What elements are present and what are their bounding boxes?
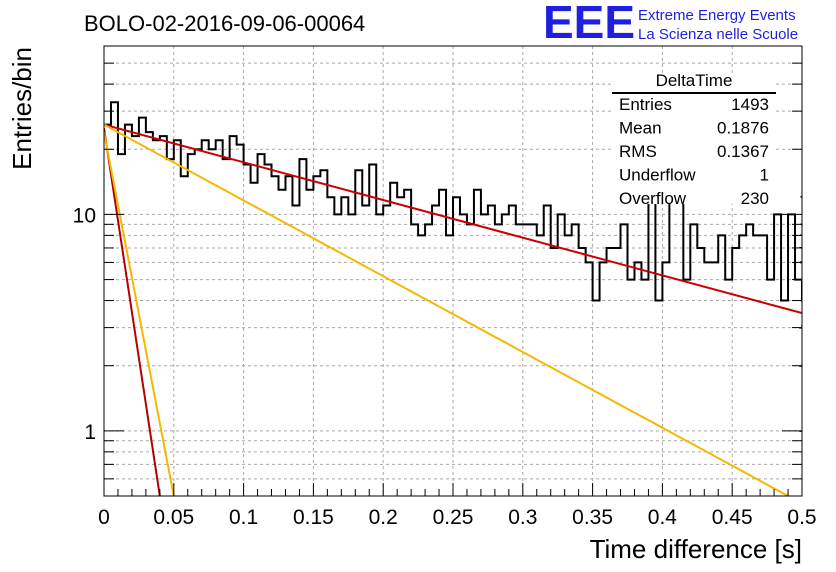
stats-row-label: Overflow (619, 189, 687, 208)
x-tick-label: 0.15 (293, 506, 334, 529)
fit-line-4 (104, 131, 175, 496)
x-tick-label: 0.25 (433, 506, 474, 529)
x-tick-label: 0.2 (369, 506, 398, 529)
run-title: BOLO-02-2016-09-06-00064 (84, 11, 365, 36)
axis-ticks: 0 0.05 0.1 0.15 0.2 0.25 0.3 0.35 0.4 0.45 0.5 1 10 (73, 45, 817, 529)
stats-row-value: 230 (741, 189, 769, 208)
x-tick-label: 0.3 (508, 506, 537, 529)
y-tick-label: 1 (84, 421, 96, 444)
logo-line-1: Extreme Energy Events (638, 7, 796, 24)
stats-row-label: Mean (619, 119, 662, 138)
stats-box: DeltaTime Entries 1493 Mean 0.1876 RMS 0.1367… (612, 71, 776, 208)
x-tick-label: 0.5 (787, 506, 816, 529)
stats-box-title: DeltaTime (656, 71, 733, 90)
y-axis-label: Entries/bin (7, 47, 37, 170)
stats-rows: Entries 1493 Mean 0.1876 RMS 0.1367 Underflow 1… (619, 95, 769, 208)
fit-lines (104, 123, 802, 496)
x-tick-label: 0.45 (712, 506, 753, 529)
histogram (104, 101, 802, 432)
x-tick-label: 0.1 (229, 506, 258, 529)
stats-row-label: Underflow (619, 166, 696, 185)
stats-row-value: 1 (760, 166, 769, 185)
x-axis-label: Time difference [s] (590, 534, 802, 564)
fit-line-3 (104, 123, 789, 496)
x-tick-label: 0 (98, 506, 110, 529)
eee-logo: EEE Extreme Energy Events La Scienza nel… (543, 0, 798, 48)
y-tick-label: 10 (73, 204, 96, 227)
x-tick-label: 0.35 (572, 506, 613, 529)
stats-row-label: RMS (619, 142, 657, 161)
logo-line-2: La Scienza nelle Scuole (638, 26, 798, 43)
stats-row-label: Entries (619, 95, 672, 114)
stats-row-value: 1493 (731, 95, 769, 114)
stats-box-background (612, 76, 776, 204)
histogram-steps (104, 101, 802, 432)
logo-eee-text: EEE (543, 0, 635, 48)
fit-line-1 (104, 123, 802, 315)
x-tick-label: 0.4 (648, 506, 678, 529)
fit-line-2 (104, 128, 161, 496)
x-tick-label: 0.05 (153, 506, 194, 529)
stats-row-value: 0.1367 (717, 142, 769, 161)
stats-row-value: 0.1876 (717, 119, 769, 138)
